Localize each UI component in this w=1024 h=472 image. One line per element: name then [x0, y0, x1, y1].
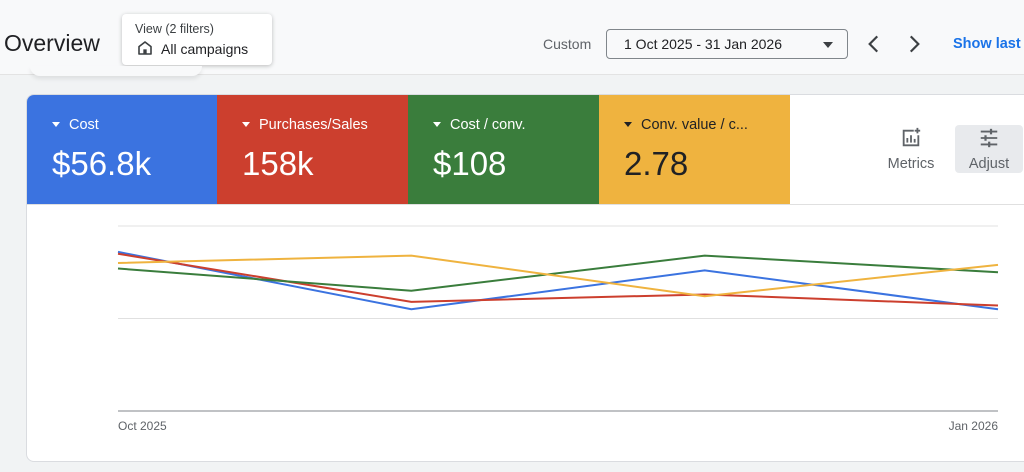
metrics-button[interactable]: Metrics — [877, 125, 945, 173]
x-tick-label: Jan 2026 — [949, 419, 999, 433]
date-range-dropdown[interactable]: 1 Oct 2025 - 31 Jan 2026 — [606, 29, 848, 59]
performance-line-chart: Oct 2025 Jan 2026 — [117, 225, 999, 433]
filter-value: All campaigns — [161, 41, 249, 57]
date-range-value: 1 Oct 2025 - 31 Jan 2026 — [624, 36, 782, 52]
metric-label: Conv. value / c... — [641, 117, 748, 133]
x-tick-label: Oct 2025 — [118, 419, 167, 433]
home-icon — [138, 41, 152, 55]
chevron-right-icon[interactable] — [901, 31, 927, 57]
caret-down-icon[interactable] — [52, 122, 60, 127]
metric-value: $108 — [433, 145, 507, 182]
adjust-button-label: Adjust — [968, 156, 1010, 172]
metric-tile-cost-per-conv[interactable]: Cost / conv. $108 — [408, 95, 599, 204]
add-chart-icon — [902, 127, 921, 147]
metric-label: Cost — [69, 117, 99, 133]
metric-value: $56.8k — [52, 145, 152, 182]
caret-down-icon — [823, 42, 833, 48]
metric-tile-purchases[interactable]: Purchases/Sales 158k — [217, 95, 408, 204]
caret-down-icon[interactable] — [624, 122, 632, 127]
top-bar: Overview View (2 filters) All campaigns … — [0, 0, 1024, 75]
metric-label: Purchases/Sales — [259, 117, 368, 133]
chevron-left-icon[interactable] — [861, 31, 887, 57]
metric-tile-cost[interactable]: Cost $56.8k — [27, 95, 218, 204]
view-filter-selector[interactable]: View (2 filters) All campaigns — [122, 14, 272, 65]
divider — [27, 204, 1024, 205]
performance-panel: Cost $56.8k Purchases/Sales 158k Cost / … — [26, 94, 1024, 462]
date-mode-label: Custom — [543, 36, 592, 52]
metric-tile-conv-value[interactable]: Conv. value / c... 2.78 — [599, 95, 790, 204]
show-last-link[interactable]: Show last — [953, 36, 1021, 52]
caret-down-icon[interactable] — [433, 122, 441, 127]
metric-value: 2.78 — [624, 145, 689, 182]
overview-card-tab — [30, 66, 202, 76]
caret-down-icon[interactable] — [242, 122, 250, 127]
page-title: Overview — [4, 30, 100, 56]
sliders-icon — [980, 128, 998, 148]
metric-value: 158k — [242, 145, 314, 182]
metric-label: Cost / conv. — [450, 117, 526, 133]
adjust-button[interactable]: Adjust — [955, 125, 1023, 173]
filter-count-label: View (2 filters) — [135, 22, 214, 36]
series-line-cost-conv — [117, 254, 999, 292]
series-line-conv-value-c — [117, 254, 999, 298]
metrics-button-label: Metrics — [887, 156, 935, 172]
series-line-purchases-sales — [117, 252, 999, 307]
